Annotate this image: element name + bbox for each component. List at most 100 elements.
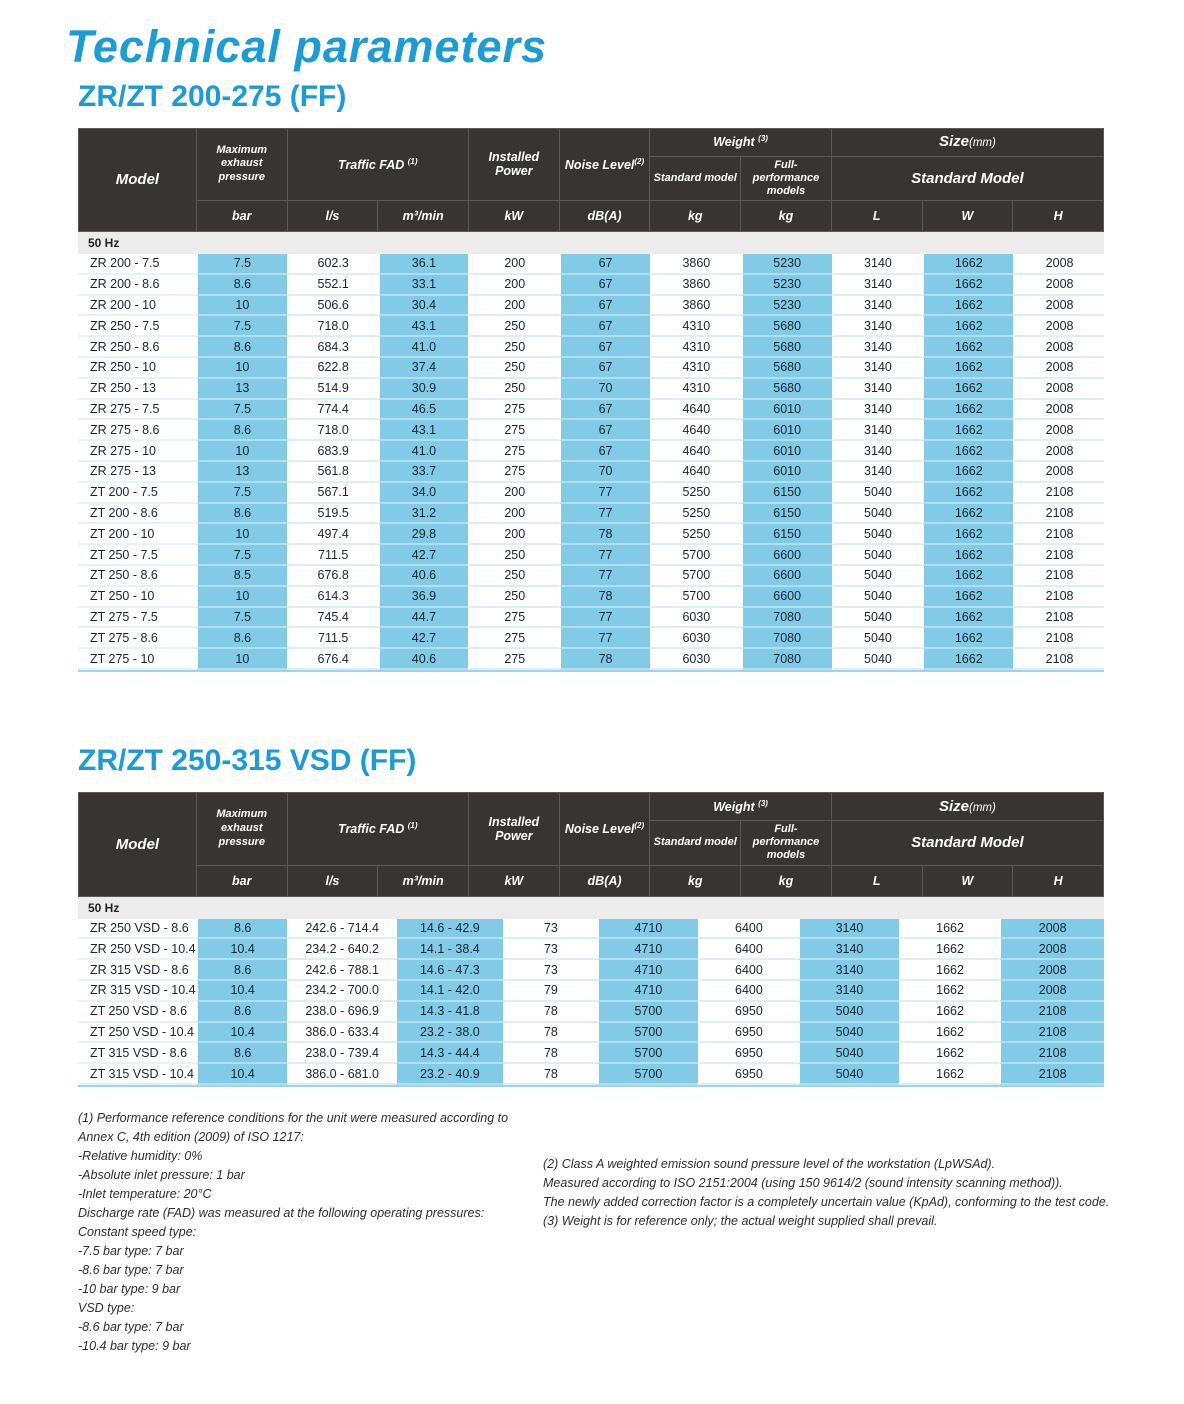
model-cell: ZT 275 - 10 xyxy=(78,649,196,670)
value-cell: 1662 xyxy=(898,918,1000,940)
value-cell: 5040 xyxy=(831,566,923,587)
value-cell: 2008 xyxy=(999,980,1104,1002)
value-cell: 77 xyxy=(559,566,650,587)
model-cell: ZT 315 VSD - 8.6 xyxy=(78,1043,196,1065)
unit-kg-standard: kg xyxy=(649,864,742,897)
value-cell: 14.1 - 42.0 xyxy=(395,980,503,1002)
value-cell: 5040 xyxy=(831,586,923,608)
value-cell: 3140 xyxy=(831,399,923,421)
value-cell: 10 xyxy=(195,441,287,463)
value-cell: 31.2 xyxy=(377,503,469,525)
value-cell: 6600 xyxy=(740,566,832,587)
value-cell: 3860 xyxy=(649,274,741,296)
value-cell: 5040 xyxy=(798,1001,899,1023)
value-cell: 250 xyxy=(468,566,560,587)
value-cell: 1662 xyxy=(922,628,1014,650)
value-cell: 242.6 - 714.4 xyxy=(287,918,396,940)
value-cell: 5700 xyxy=(649,545,741,567)
model-cell: ZR 250 - 7.5 xyxy=(78,316,196,338)
traffic-fad-footnote-ref: (1) xyxy=(407,821,418,831)
column-header-installed-power: Installed Power xyxy=(467,127,560,202)
value-cell: 2108 xyxy=(999,1022,1104,1044)
value-cell: 2008 xyxy=(1013,274,1104,296)
value-cell: 78 xyxy=(502,1001,598,1023)
value-cell: 3140 xyxy=(798,918,899,940)
value-cell: 40.6 xyxy=(377,566,469,587)
table-row: ZR 250 - 7.5 7.5 718.0 43.1 250 67 4310 5680 314… xyxy=(78,316,1104,338)
unit-height: H xyxy=(1012,200,1104,233)
table-row: ZR 200 - 8.6 8.6 552.1 33.1 200 67 3860 5230 314… xyxy=(78,274,1104,296)
value-cell: 78 xyxy=(502,1064,598,1085)
value-cell: 5040 xyxy=(831,628,923,650)
value-cell: 718.0 xyxy=(286,316,378,338)
value-cell: 8.6 xyxy=(195,918,288,940)
model-cell: ZR 315 VSD - 10.4 xyxy=(78,981,196,1002)
model-cell: ZR 200 - 7.5 xyxy=(78,254,196,275)
value-cell: 14.1 - 38.4 xyxy=(395,939,503,961)
value-cell: 6010 xyxy=(740,462,832,483)
value-cell: 3140 xyxy=(798,980,899,1002)
footnote-line: -10.4 bar type: 9 bar xyxy=(78,1338,191,1353)
value-cell: 3140 xyxy=(831,254,923,275)
table-row: ZT 275 - 10 10 676.4 40.6 275 78 6030 7080 5040 1… xyxy=(78,649,1104,670)
table-2-subtitle: ZR/ZT 250-315 VSD (FF) xyxy=(78,744,417,777)
value-cell: 2108 xyxy=(1013,607,1104,629)
value-cell: 37.4 xyxy=(377,358,469,379)
value-cell: 1662 xyxy=(922,649,1014,670)
model-cell: ZT 250 - 8.6 xyxy=(78,566,196,587)
footnote-block-2: (2) Class A weighted emission sound pres… xyxy=(543,1155,1133,1356)
value-cell: 561.8 xyxy=(286,462,378,483)
value-cell: 6150 xyxy=(740,482,832,504)
value-cell: 5040 xyxy=(831,524,923,546)
value-cell: 13 xyxy=(195,378,287,400)
unit-length: L xyxy=(830,864,923,897)
unit-width: W xyxy=(921,200,1014,233)
footnote-line: -Inlet temperature: 20°C xyxy=(78,1186,212,1201)
value-cell: 5250 xyxy=(649,482,741,504)
value-cell: 77 xyxy=(559,482,650,504)
weight-label: Weight xyxy=(713,800,755,815)
value-cell: 3860 xyxy=(649,295,741,317)
value-cell: 8.6 xyxy=(195,960,288,981)
value-cell: 2108 xyxy=(1013,545,1104,567)
value-cell: 73 xyxy=(502,918,598,940)
unit-kg-full: kg xyxy=(740,864,832,897)
weight-label: Weight xyxy=(713,135,755,150)
model-cell: ZR 275 - 7.5 xyxy=(78,400,196,421)
column-header-weight: Weight (3) xyxy=(649,792,832,821)
model-cell: ZR 250 - 10 xyxy=(78,358,196,379)
value-cell: 5700 xyxy=(649,586,741,608)
value-cell: 6400 xyxy=(697,939,799,961)
value-cell: 2008 xyxy=(999,939,1104,961)
value-cell: 5680 xyxy=(740,358,832,379)
value-cell: 200 xyxy=(468,503,560,525)
value-cell: 4640 xyxy=(649,441,741,463)
value-cell: 3860 xyxy=(649,254,741,275)
value-cell: 275 xyxy=(468,607,560,629)
value-cell: 41.0 xyxy=(377,337,469,359)
table-row: ZT 250 VSD - 10.4 10.4 386.0 - 633.4 23.2 -… xyxy=(78,1022,1104,1044)
value-cell: 2008 xyxy=(1013,378,1104,400)
value-cell: 14.6 - 47.3 xyxy=(395,960,503,981)
unit-kw: kW xyxy=(467,864,560,897)
value-cell: 7.5 xyxy=(195,482,287,504)
value-cell: 275 xyxy=(468,649,560,670)
column-header-weight-standard-model: Standard model xyxy=(649,820,742,866)
value-cell: 67 xyxy=(559,274,650,296)
value-cell: 67 xyxy=(559,295,650,317)
value-cell: 386.0 - 681.0 xyxy=(287,1064,396,1085)
value-cell: 8.6 xyxy=(195,1043,288,1065)
value-cell: 67 xyxy=(559,441,650,463)
value-cell: 2008 xyxy=(1013,441,1104,463)
unit-m3min: m³/min xyxy=(377,200,469,233)
value-cell: 8.6 xyxy=(195,1001,288,1023)
column-header-weight-full-performance: Full-performance models xyxy=(740,820,832,866)
value-cell: 5700 xyxy=(597,1022,698,1044)
column-header-size: Size(mm) xyxy=(830,127,1105,157)
table-row: ZT 275 - 7.5 7.5 745.4 44.7 275 77 6030 7080 504… xyxy=(78,607,1104,629)
value-cell: 2108 xyxy=(1013,524,1104,546)
value-cell: 6950 xyxy=(697,1064,799,1085)
value-cell: 42.7 xyxy=(377,545,469,567)
value-cell: 6400 xyxy=(697,960,799,981)
value-cell: 5040 xyxy=(798,1064,899,1085)
